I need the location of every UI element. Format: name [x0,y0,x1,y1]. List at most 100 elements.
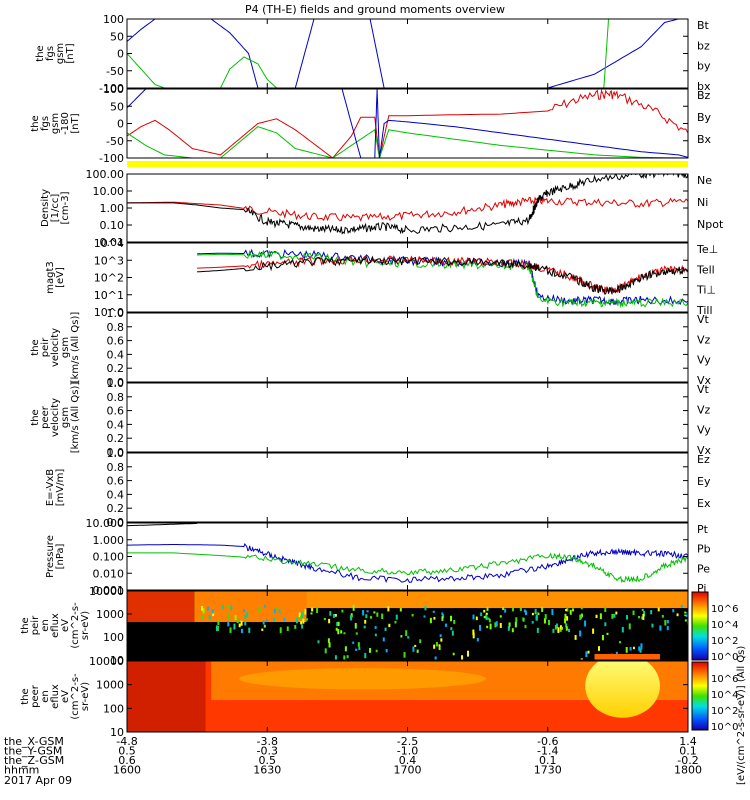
heatmap-cell [597,646,600,651]
panel-pressure: 10.000 1.000 0.100 0.010 0.001 Pressure [nPa] P… [45,517,711,597]
heatmap-cell [450,615,453,622]
legend-entry-Ni: Ni [697,196,708,209]
heatmap-cell [366,610,369,613]
y-tick-label: 50 [110,100,124,113]
heatmap-cell [400,635,403,638]
series-line-Bz [127,89,688,158]
footer-value: 0.4 [399,754,417,767]
heatmap-cell [472,632,475,639]
panel-density: 100.00 10.00 1.00 0.10 0.01 Density [1/cc] [cm-… [40,168,724,249]
heatmap-cell [412,646,415,652]
heatmap-cell [301,624,304,629]
heatmap-cell [364,652,367,659]
heatmap-cell [226,604,229,608]
y-tick-label: 10^2 [94,272,124,285]
heatmap-cell [566,616,569,621]
legend-entry-By: By [697,111,712,124]
heatmap-cell [374,633,377,637]
panel-frame [126,312,689,383]
heatmap-cell [566,607,569,612]
footer-value: 0.1 [539,754,557,767]
heatmap-cell [229,627,232,633]
heatmap-cell [327,638,330,643]
heatmap-cell [534,608,537,614]
heatmap-block [239,668,487,690]
y-axis-label: [nPa] [55,543,66,569]
heatmap-cell [629,646,632,651]
panel-frame [126,382,689,453]
heatmap-cell [519,607,522,611]
footer-row-label: hhmm [4,764,39,777]
y-tick-label: 0.8 [107,391,125,404]
heatmap-cell [382,637,385,642]
y-tick-label: 100 [103,631,124,644]
heatmap-cell [467,650,470,657]
heatmap-cell [248,627,251,633]
heatmap-cell [441,612,444,616]
heatmap-cell [294,624,297,629]
heatmap-cell [233,623,236,630]
y-tick-label: 100.00 [86,168,125,181]
footer-value: -0.2 [677,754,698,767]
heatmap-cell [328,642,331,648]
y-tick-label: 1.0 [107,447,125,460]
y-axis-label: (cm^2-s- [70,673,81,720]
heatmap-cell [680,605,683,608]
heatmap-cell [354,623,357,629]
panel-peer_en_eflux: 10000 1000 100 10 the peer en eflux eV (cm^2-s-sr… [20,655,689,739]
y-tick-label: 10.00 [93,185,125,198]
y-tick-label: -100 [99,152,124,165]
y-axis-label: [eV] [55,267,66,288]
heatmap-cell [429,617,432,624]
heatmap-cell [568,628,571,633]
footer-value: 1600 [113,764,141,777]
y-axis-label: E=-VxB [45,469,56,506]
heatmap-cell [551,609,554,615]
legend-entry-Till: Till [696,304,713,317]
heatmap-cell [302,618,305,624]
heatmap-cell [534,611,537,615]
heatmap-cell [337,621,340,626]
heatmap-cell [641,616,644,620]
heatmap-cell [278,609,281,613]
panel-frame [126,18,689,89]
heatmap-cell [240,620,243,626]
y-tick-label: 0 [117,118,124,131]
heatmap-cell [642,613,645,620]
heatmap-cell [369,647,372,653]
y-tick-label: 0.4 [107,488,125,501]
colorbar-tick: 10^0 [711,652,738,663]
heatmap-cell [217,620,220,626]
series-line-Pe [127,552,688,584]
heatmap-cell [375,649,378,653]
y-tick-label: 10^1 [94,289,124,302]
heatmap-cell [221,605,224,609]
heatmap-cell [557,627,560,633]
heatmap-cell [615,651,618,655]
heatmap-cell [555,623,558,628]
heatmap-cell [475,616,478,621]
heatmap-cell [207,606,210,611]
y-axis-label: velocity [50,398,61,437]
heatmap-cell [388,623,391,628]
heatmap-cell [201,615,204,620]
y-tick-label: 0.6 [107,405,125,418]
heatmap-cell [508,622,511,627]
heatmap-cell [541,606,544,612]
y-tick-label: 100 [103,83,124,96]
heatmap-cell [515,617,518,623]
heatmap-cell [536,627,539,633]
y-axis-label: sr-eV) [80,611,91,640]
heatmap-cell [300,612,303,619]
y-axis-label: -180 [60,112,71,135]
heatmap-cell [358,646,361,650]
heatmap-cell [416,649,419,653]
heatmap-cell [215,625,218,632]
heatmap-cell [263,624,266,628]
region-bar [127,161,688,167]
heatmap-cell [343,655,346,660]
heatmap-cell [310,612,313,615]
heatmap-cell [504,608,507,613]
heatmap-cell [676,613,679,617]
heatmap-cell [535,615,538,621]
